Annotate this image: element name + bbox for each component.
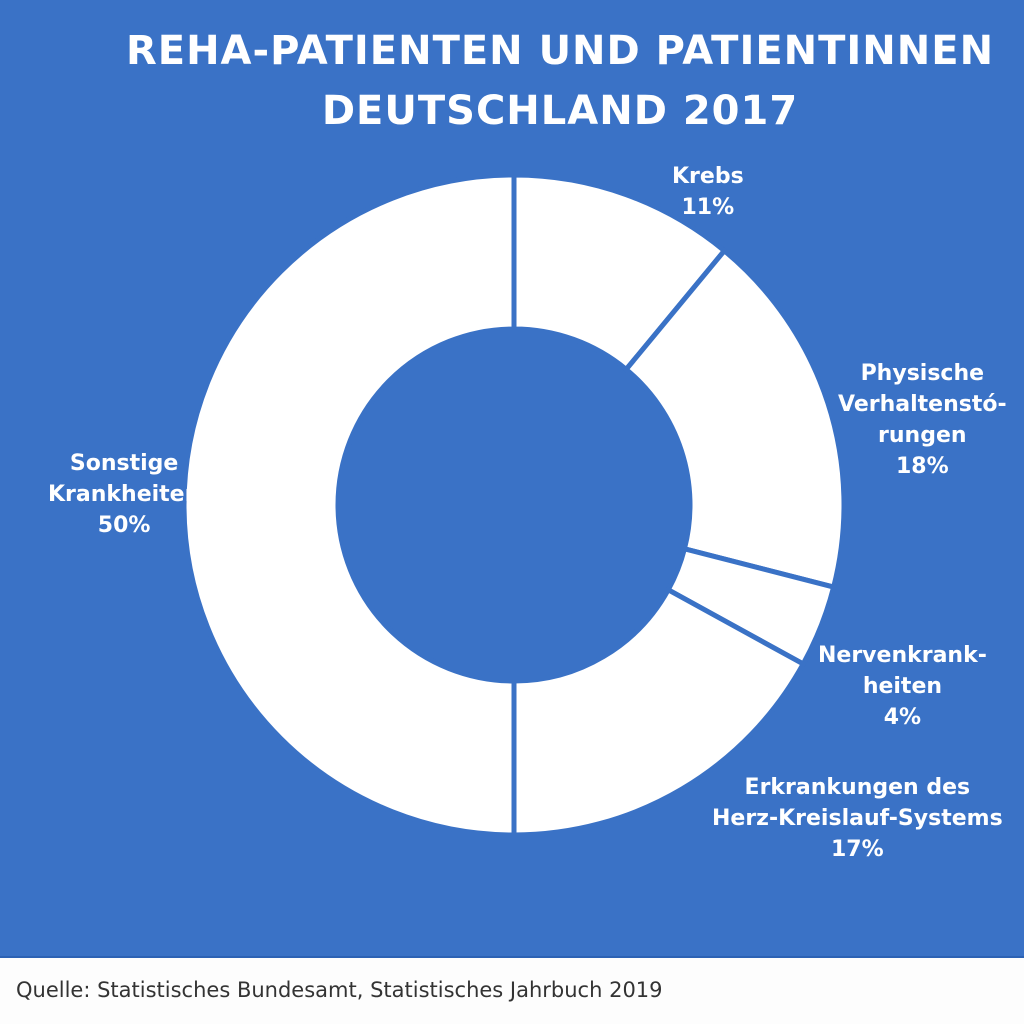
donut-slice-3: [511, 586, 807, 838]
chart-title-line-2: DEUTSCHLAND 2017: [321, 88, 799, 134]
label-herz-kreislauf: Erkrankungen des Herz-Kreislauf-Systems 17…: [712, 775, 1003, 862]
chart-title-line-1: REHA-PATIENTEN UND PATIENTINNEN: [125, 28, 995, 74]
donut-chart: [181, 172, 847, 838]
label-sonstige: Sonstige Krankheiten 50%: [48, 451, 201, 538]
label-nervenkrankheiten: Nervenkrank-heiten 4%: [818, 643, 987, 730]
label-physische: Physische Verhaltenstó-rungen 18%: [838, 361, 1007, 479]
source-note: Quelle: Statistisches Bundesamt, Statist…: [16, 978, 663, 1002]
donut-slice-4: [181, 172, 517, 838]
label-krebs: Krebs 11%: [672, 164, 744, 220]
donut-slice-1: [622, 247, 847, 591]
